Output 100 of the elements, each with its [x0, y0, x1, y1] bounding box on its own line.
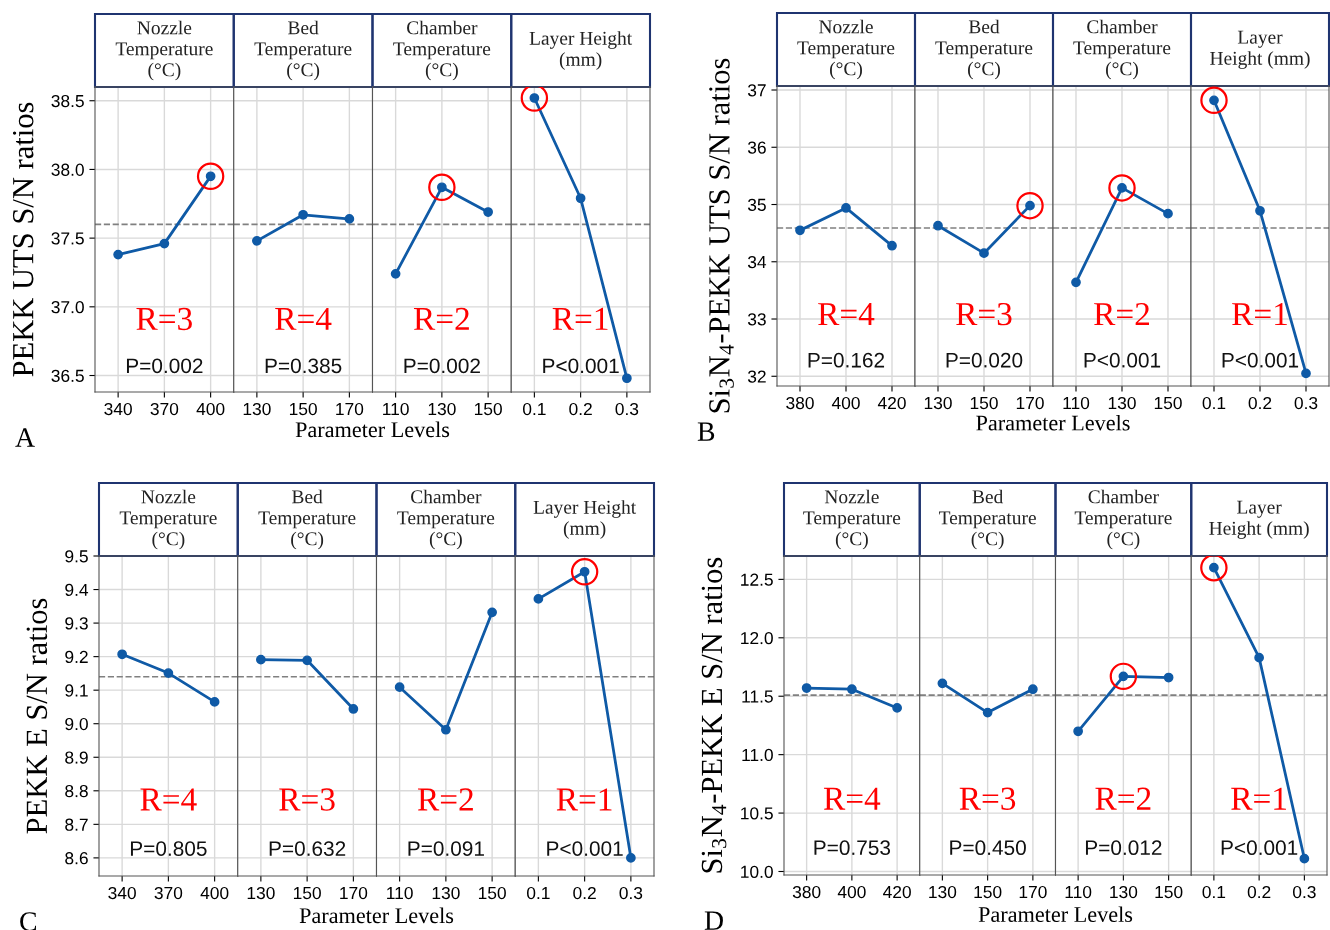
chart-title: Layer Height (mm): [529, 31, 633, 70]
x-tick-label: 400: [200, 886, 229, 900]
annotation: P=0.385: [265, 358, 342, 374]
text: A: [15, 428, 35, 447]
x-tick-label: 130: [432, 886, 460, 900]
x-tick-label: 400: [196, 402, 225, 416]
annotation: P<0.001: [1222, 352, 1299, 368]
y-tick-label: 38.5: [51, 94, 84, 108]
chart-title: Nozzle Temperature (°C): [119, 489, 217, 550]
y-tick-label: 37.0: [51, 300, 84, 314]
annotation: R=1: [1231, 787, 1286, 810]
x-tick-label: 0.1: [1202, 885, 1226, 899]
annotation: R=4: [818, 303, 875, 326]
y-tick-label: 9.4: [65, 583, 89, 596]
x-tick-label: 370: [154, 886, 183, 900]
annotation: R=4: [140, 788, 197, 811]
y-axis-title: Si$_{3}$N$_{4}$-PEKK UTS S/N ratios: [709, 58, 734, 413]
x-tick-label: 380: [792, 885, 821, 899]
y-tick-label: 36.5: [51, 369, 84, 382]
annotation: R=2: [1095, 787, 1151, 810]
y-tick-label: 9.2: [65, 650, 88, 664]
y-axis-title: Si$_{3}$N$_{4}$-PEKK E S/N ratios: [701, 557, 727, 873]
x-tick-label: 150: [970, 396, 998, 410]
annotation: P=0.002: [126, 358, 203, 374]
annotation: R=1: [552, 307, 608, 330]
x-tick-label: 170: [336, 402, 364, 416]
x-tick-label: 170: [340, 886, 368, 900]
annotation: P<0.001: [547, 841, 623, 856]
annotation: R=3: [136, 307, 192, 331]
chart-title: Chamber Temperature (°C): [397, 489, 495, 550]
y-axis-title: PEKK E S/N ratios: [26, 598, 48, 834]
x-tick-label: 130: [247, 886, 275, 900]
annotation: R=4: [275, 307, 332, 330]
chart-title: Nozzle Temperature (°C): [803, 489, 901, 550]
y-tick-label: 8.6: [65, 852, 88, 865]
y-tick-label: 38.0: [51, 163, 84, 176]
chart-title: Nozzle Temperature (°C): [797, 19, 895, 80]
y-tick-label: 32: [747, 370, 766, 383]
x-axis-title: Parameter Levels: [978, 906, 1133, 923]
chart-title: Bed Temperature (°C): [935, 19, 1033, 80]
annotation: P=0.020: [946, 352, 1023, 368]
y-tick-label: 34: [747, 255, 767, 269]
x-tick-label: 0.1: [526, 886, 550, 900]
x-tick-label: 130: [1108, 396, 1136, 410]
x-tick-label: 130: [428, 402, 456, 416]
y-tick-label: 9.3: [65, 617, 88, 630]
annotation: R=3: [956, 302, 1012, 326]
x-tick-label: 110: [1063, 396, 1090, 410]
x-tick-label: 110: [387, 886, 413, 900]
x-tick-label: 0.3: [1294, 396, 1318, 410]
annotation: P=0.012: [1085, 840, 1162, 856]
x-tick-label: 110: [383, 402, 409, 416]
chart-title: Bed Temperature (°C): [939, 489, 1036, 550]
annotation: R=2: [417, 788, 473, 811]
y-tick-label: 8.8: [65, 784, 88, 798]
x-axis-title: Parameter Levels: [976, 414, 1130, 431]
y-tick-label: 9.5: [65, 550, 88, 563]
y-tick-label: 10.0: [741, 865, 773, 878]
y-tick-label: 37: [747, 84, 766, 97]
x-tick-label: 0.2: [569, 402, 592, 416]
x-tick-label: 420: [883, 885, 911, 899]
text: B: [697, 422, 715, 441]
chart-title: Bed Temperature (°C): [254, 20, 352, 81]
annotation: P<0.001: [543, 358, 619, 374]
y-tick-label: 11.0: [742, 748, 773, 762]
annotation: P=0.632: [269, 841, 346, 856]
annotation: R=3: [959, 787, 1016, 810]
x-tick-label: 0.3: [1292, 885, 1316, 899]
annotation: R=1: [1232, 303, 1287, 326]
annotation: P=0.450: [950, 840, 1026, 856]
x-tick-label: 0.1: [1202, 396, 1226, 410]
chart-title: Chamber Temperature (°C): [1073, 19, 1171, 80]
y-tick-label: 11.5: [742, 690, 773, 703]
y-tick-label: 35: [747, 198, 766, 211]
x-tick-label: 170: [1019, 885, 1047, 899]
chart-title: Layer Height (mm): [1210, 30, 1310, 69]
annotation: R=2: [413, 307, 469, 330]
x-tick-label: 340: [108, 886, 136, 900]
x-tick-label: 150: [1154, 396, 1182, 410]
x-tick-label: 130: [243, 402, 271, 416]
chart-title: Layer Height (mm): [533, 500, 637, 539]
annotation: P=0.091: [408, 841, 484, 856]
y-tick-label: 12.0: [741, 631, 773, 645]
x-tick-label: 130: [1110, 885, 1138, 899]
x-tick-label: 0.2: [1247, 885, 1271, 899]
x-axis-title: Parameter Levels: [299, 907, 454, 924]
x-tick-label: 150: [474, 402, 502, 416]
x-tick-label: 400: [837, 885, 866, 899]
x-tick-label: 370: [150, 402, 179, 416]
x-tick-label: 130: [929, 885, 957, 899]
text: D: [704, 911, 723, 930]
x-tick-label: 400: [831, 396, 860, 410]
chart-title: Bed Temperature (°C): [258, 489, 356, 550]
annotation: R=4: [823, 787, 881, 810]
annotation: P=0.002: [404, 358, 480, 374]
y-tick-label: 8.9: [65, 751, 88, 764]
x-tick-label: 0.2: [1248, 396, 1272, 410]
x-tick-label: 0.2: [573, 886, 596, 900]
x-tick-label: 150: [293, 886, 321, 900]
x-tick-label: 0.1: [522, 402, 546, 416]
